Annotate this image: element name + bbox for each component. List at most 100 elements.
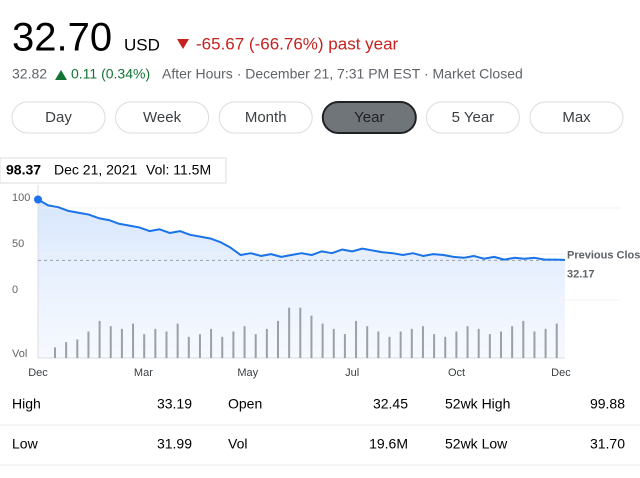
- tab[interactable]: [425, 101, 520, 134]
- stat-label: 52wk High: [445, 396, 510, 412]
- volume-bar: [109, 326, 112, 358]
- stat-value: 99.88: [590, 396, 625, 412]
- stat-value: 31.70: [590, 436, 625, 452]
- x-tick-label: Mar: [134, 367, 153, 379]
- tab-label[interactable]: 5 Year: [452, 109, 495, 126]
- volume-bar: [466, 326, 469, 358]
- tab[interactable]: [115, 101, 210, 134]
- tab[interactable]: [321, 101, 417, 134]
- volume-bar: [433, 334, 436, 358]
- volume-bar: [410, 328, 413, 358]
- volume-bar: [533, 331, 536, 358]
- price-area: [38, 199, 565, 358]
- stat-label: Vol: [228, 436, 247, 452]
- volume-bar: [388, 336, 391, 358]
- volume-bar: [488, 334, 491, 358]
- y-tick-label: 50: [12, 238, 24, 250]
- tooltip-price: 98.37: [6, 162, 41, 178]
- volume-bar: [76, 339, 79, 358]
- volume-bar: [366, 326, 369, 358]
- volume-bar: [288, 307, 291, 358]
- volume-bar: [232, 331, 235, 358]
- x-tick-label: Jul: [345, 367, 359, 379]
- volume-bar: [154, 328, 157, 358]
- volume-bar: [500, 331, 502, 358]
- volume-bar: [65, 342, 68, 358]
- tab-label[interactable]: Day: [45, 109, 72, 126]
- volume-bar: [87, 331, 90, 358]
- volume-bar: [421, 326, 424, 358]
- y-tick-label: 0: [12, 284, 18, 296]
- up-arrow: [55, 70, 67, 80]
- tooltip-volume: Vol: 11.5M: [146, 162, 211, 178]
- tab[interactable]: [218, 101, 313, 134]
- volume-bar: [511, 326, 514, 358]
- volume-bar: [243, 326, 246, 358]
- stat-label: 52wk Low: [445, 436, 508, 452]
- x-tick-label: Oct: [448, 367, 465, 379]
- tab-label[interactable]: Year: [354, 109, 384, 126]
- x-tick-label: Dec: [28, 367, 48, 379]
- previous-close-label: Previous Close:: [567, 249, 640, 261]
- x-tick-label: May: [237, 367, 258, 379]
- volume-bar: [522, 320, 525, 358]
- volume-bar: [165, 331, 168, 358]
- price-line: [37, 198, 566, 261]
- previous-close-value: 32.17: [567, 268, 595, 280]
- volume-bar: [343, 334, 346, 358]
- currency: USD: [124, 35, 160, 54]
- volume-bar: [132, 323, 135, 358]
- stat-value: 19.6M: [369, 436, 408, 452]
- volume-bar: [555, 323, 558, 358]
- volume-bar: [143, 334, 146, 358]
- volume-bar: [98, 320, 101, 358]
- volume-bar: [198, 334, 201, 358]
- volume-bar: [299, 307, 302, 358]
- x-tick-label: Dec: [551, 367, 571, 379]
- after-info: After Hours · December 21, 7:31 PM EST ·…: [162, 66, 523, 82]
- volume-bar: [321, 323, 324, 358]
- volume-bar: [176, 323, 179, 358]
- volume-bar: [221, 336, 224, 358]
- stat-label: Open: [228, 396, 262, 412]
- tab[interactable]: [11, 101, 106, 134]
- stat-label: High: [12, 396, 41, 412]
- after-change: 0.11 (0.34%): [71, 66, 150, 82]
- down-arrow: [177, 39, 189, 49]
- volume-bar: [444, 336, 447, 358]
- stat-value: 33.19: [157, 396, 192, 412]
- stat-value: 32.45: [373, 396, 408, 412]
- volume-bar: [455, 331, 458, 358]
- tabs: Day Week Month Year 5 Year Max: [11, 101, 624, 134]
- stat-value: 31.99: [157, 436, 192, 452]
- volume-bar: [187, 336, 190, 358]
- tooltip-date: Dec 21, 2021: [54, 162, 137, 178]
- volume-bar: [332, 328, 335, 358]
- volume-bar: [265, 328, 268, 358]
- volume-bar: [210, 328, 213, 358]
- volume-bar: [355, 320, 358, 358]
- stat-label: Low: [12, 436, 39, 452]
- tab-label[interactable]: Week: [143, 109, 182, 126]
- volume-bar: [277, 320, 279, 358]
- stats: High 33.19 Open 32.45 52wk High 99.88 Low 31.99…: [0, 396, 640, 466]
- price: 32.70: [12, 16, 112, 60]
- tab-label[interactable]: Max: [562, 109, 591, 126]
- volume-bar: [399, 331, 402, 358]
- volume-bar: [254, 334, 257, 358]
- volume-bar: [477, 328, 480, 358]
- tooltip: [0, 157, 227, 184]
- hover-dot: [34, 195, 42, 204]
- volume-bar: [120, 328, 123, 358]
- change: -65.67 (-66.76%) past year: [196, 34, 399, 53]
- y-tick-label: 100: [12, 192, 30, 204]
- volume-label: Vol: [12, 348, 27, 360]
- tab[interactable]: [529, 101, 624, 134]
- volume-bar: [310, 315, 313, 358]
- volume-bar: [377, 331, 380, 358]
- volume-bar: [544, 328, 547, 358]
- tab-label[interactable]: Month: [245, 109, 287, 126]
- volume-bar: [54, 347, 56, 358]
